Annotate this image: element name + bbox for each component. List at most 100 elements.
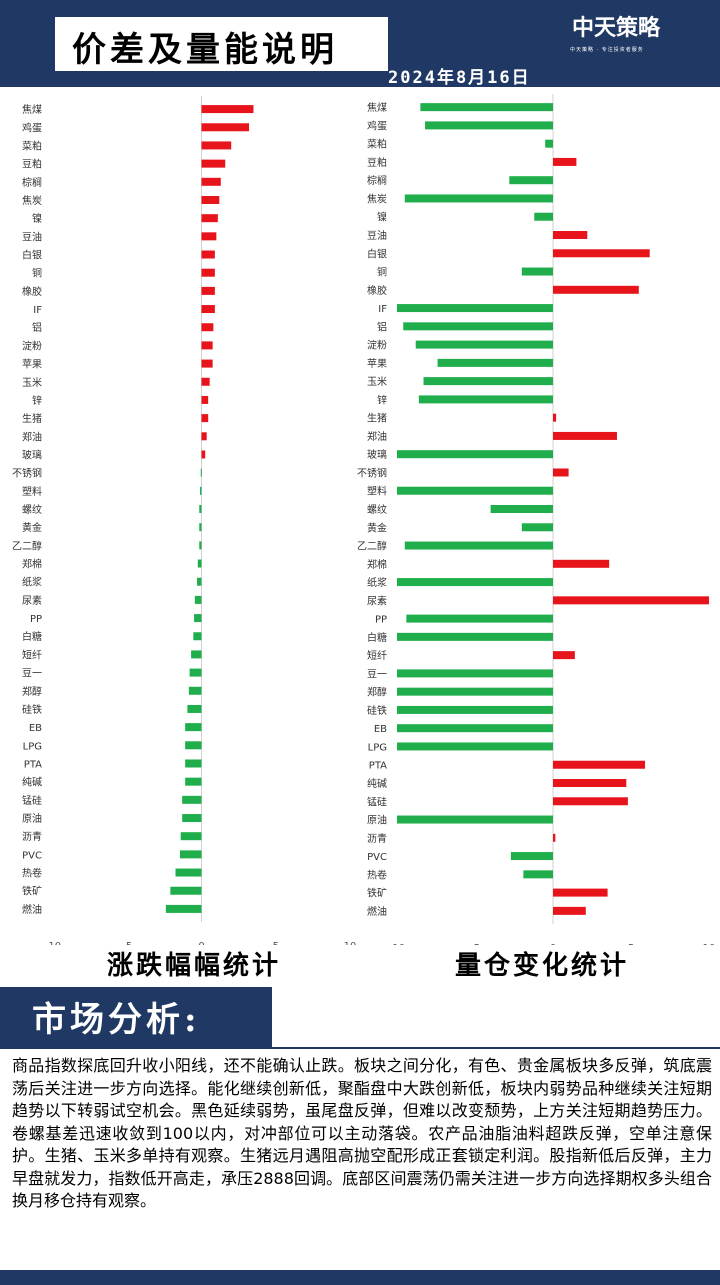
data-bar <box>553 651 575 660</box>
data-bar <box>201 395 209 404</box>
category-label: 焦炭 <box>367 192 387 205</box>
category-label: 苹果 <box>22 358 42 371</box>
x-tick-label: -5 <box>470 943 480 945</box>
data-bar <box>490 505 553 513</box>
category-label: 菜粕 <box>22 139 42 152</box>
data-bar <box>534 212 553 221</box>
data-bar <box>194 595 202 604</box>
category-label: 塑料 <box>367 485 387 498</box>
category-label: 焦煤 <box>367 101 387 114</box>
data-bar <box>201 323 214 332</box>
report-date: 2024年8月16日 <box>388 68 531 88</box>
x-tick-label: -5 <box>122 941 132 945</box>
category-label: 硅铁 <box>22 703 42 716</box>
data-bar <box>553 431 617 440</box>
category-label: 原油 <box>367 814 387 827</box>
data-bar <box>397 632 553 641</box>
data-bar <box>200 468 202 477</box>
data-bar <box>523 870 553 879</box>
x-tick-label: 0 <box>198 941 204 945</box>
data-bar <box>415 340 553 349</box>
data-bar <box>397 578 553 587</box>
category-label: 郑醇 <box>22 685 42 698</box>
data-bar <box>420 103 553 112</box>
x-tick-label: 10 <box>703 943 715 945</box>
category-label: EB <box>374 724 387 735</box>
data-bar <box>553 797 628 806</box>
data-bar <box>201 305 215 314</box>
category-label: 焦煤 <box>22 103 42 116</box>
data-bar <box>189 668 202 677</box>
category-label: 棕榈 <box>22 176 42 189</box>
x-tick-label: -10 <box>45 941 61 945</box>
category-label: 铜 <box>377 267 387 279</box>
category-label: 玉米 <box>367 375 387 388</box>
data-bar <box>403 322 553 331</box>
category-label: 苹果 <box>367 357 387 370</box>
data-bar <box>521 523 553 532</box>
data-bar <box>182 814 202 823</box>
category-label: 铜 <box>32 268 42 280</box>
category-label: 纯碱 <box>22 776 42 789</box>
data-bar <box>397 669 553 678</box>
category-label: 尿素 <box>367 594 387 607</box>
category-label: 郑油 <box>367 430 387 443</box>
data-bar <box>553 906 586 915</box>
data-bar <box>201 414 209 423</box>
x-tick-label: 5 <box>273 941 279 945</box>
data-bar <box>404 194 553 203</box>
category-label: 豆一 <box>367 668 387 680</box>
category-label: 郑醇 <box>367 686 387 699</box>
category-label: 锌 <box>377 393 387 406</box>
category-label: 螺纹 <box>22 503 42 516</box>
data-bar <box>553 285 639 294</box>
data-bar <box>201 377 210 386</box>
category-label: 黄金 <box>22 521 42 534</box>
data-bar <box>180 832 202 841</box>
category-label: PVC <box>22 850 42 861</box>
data-bar <box>201 286 215 295</box>
data-bar <box>437 358 553 367</box>
data-bar <box>199 541 202 550</box>
category-label: 热卷 <box>22 867 42 880</box>
data-bar <box>188 686 202 695</box>
data-bar <box>553 779 627 787</box>
category-label: 豆一 <box>22 668 42 680</box>
category-label: PP <box>375 615 387 626</box>
data-bar <box>201 359 213 368</box>
data-bar <box>553 596 709 605</box>
category-label: 鸡蛋 <box>367 119 387 132</box>
data-bar <box>425 121 553 130</box>
data-bar <box>201 432 207 441</box>
market-analysis-title: 市场分析: <box>32 1000 201 1040</box>
category-label: 铝 <box>377 321 387 333</box>
data-bar <box>170 886 202 895</box>
category-label: 玉米 <box>22 376 42 389</box>
data-bar <box>201 195 220 204</box>
data-bar <box>545 139 553 148</box>
data-bar <box>201 268 215 277</box>
data-bar <box>553 833 556 842</box>
category-label: 热卷 <box>367 868 387 881</box>
category-label: 沥青 <box>367 832 387 845</box>
data-bar <box>201 141 232 150</box>
category-label: 郑棉 <box>22 558 42 571</box>
category-label: 铁矿 <box>367 887 387 900</box>
data-bar <box>201 250 215 259</box>
data-bar <box>418 395 553 404</box>
category-label: 锰硅 <box>22 794 42 807</box>
category-label: 燃油 <box>22 903 42 916</box>
category-label: 纯碱 <box>367 777 387 790</box>
category-label: 原油 <box>22 812 42 825</box>
data-bar <box>397 705 553 714</box>
category-label: 橡胶 <box>367 284 387 297</box>
category-label: 螺纹 <box>367 503 387 516</box>
data-bar <box>201 450 206 459</box>
data-bar <box>182 795 202 804</box>
data-bar <box>553 413 557 422</box>
category-label: 白银 <box>367 247 387 260</box>
data-bar <box>199 505 202 513</box>
category-label: 白银 <box>22 249 42 262</box>
